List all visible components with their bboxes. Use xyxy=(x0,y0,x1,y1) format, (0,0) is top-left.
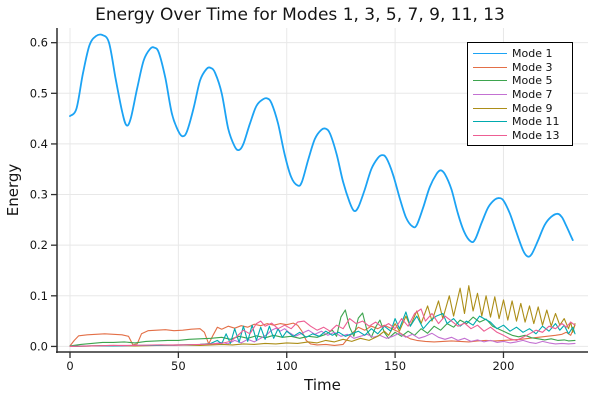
y-tick-label: 0.6 xyxy=(30,36,48,50)
legend-line-sample-mode-7 xyxy=(473,94,507,96)
y-tick-label: 0.5 xyxy=(30,86,48,100)
legend-label-mode-3: Mode 3 xyxy=(512,60,553,74)
legend-entry-mode-7: Mode 7 xyxy=(468,88,572,102)
x-axis-label: Time xyxy=(304,376,341,394)
legend-label-mode-11: Mode 11 xyxy=(512,115,560,129)
legend-label-mode-9: Mode 9 xyxy=(512,101,553,115)
y-tick-label: 0.0 xyxy=(30,339,48,353)
y-tick-label: 0.1 xyxy=(30,289,48,303)
legend-line-sample-mode-13 xyxy=(473,134,507,136)
series-line-mode-9 xyxy=(69,285,576,347)
series-line-mode-13 xyxy=(69,308,576,347)
legend-line-sample-mode-11 xyxy=(473,121,507,123)
legend-entry-mode-11: Mode 11 xyxy=(468,115,572,129)
y-tick-label: 0.4 xyxy=(30,137,48,151)
legend-entry-mode-1: Mode 1 xyxy=(468,47,572,61)
series-line-mode-7 xyxy=(69,327,576,347)
y-tick-label: 0.2 xyxy=(30,238,48,252)
legend-label-mode-5: Mode 5 xyxy=(512,74,553,88)
x-tick-label: 100 xyxy=(276,359,298,373)
y-axis-label: Energy xyxy=(4,163,22,217)
x-tick-label: 200 xyxy=(492,359,514,373)
legend-line-sample-mode-1 xyxy=(473,53,507,55)
legend-label-mode-13: Mode 13 xyxy=(512,128,560,142)
legend-line-sample-mode-9 xyxy=(473,107,507,109)
x-tick-label: 0 xyxy=(66,359,73,373)
series-line-mode-11 xyxy=(69,311,576,347)
legend-entry-mode-9: Mode 9 xyxy=(468,101,572,115)
series-line-mode-5 xyxy=(69,309,576,347)
legend-label-mode-7: Mode 7 xyxy=(512,88,553,102)
legend-label-mode-1: Mode 1 xyxy=(512,47,553,61)
legend-line-sample-mode-5 xyxy=(473,80,507,82)
legend-box: Mode 1 Mode 3 Mode 5 Mode 7 Mode 9 Mode 11 Mod… xyxy=(467,42,573,147)
x-tick-label: 50 xyxy=(171,359,186,373)
legend-entry-mode-13: Mode 13 xyxy=(468,129,572,143)
y-tick-label: 0.3 xyxy=(30,188,48,202)
x-tick-label: 150 xyxy=(384,359,406,373)
legend-entry-mode-5: Mode 5 xyxy=(468,74,572,88)
chart-title: Energy Over Time for Modes 1, 3, 5, 7, 9… xyxy=(95,5,505,25)
series-line-mode-1 xyxy=(69,33,574,258)
legend-entry-mode-3: Mode 3 xyxy=(468,61,572,75)
legend-line-sample-mode-3 xyxy=(473,66,507,68)
